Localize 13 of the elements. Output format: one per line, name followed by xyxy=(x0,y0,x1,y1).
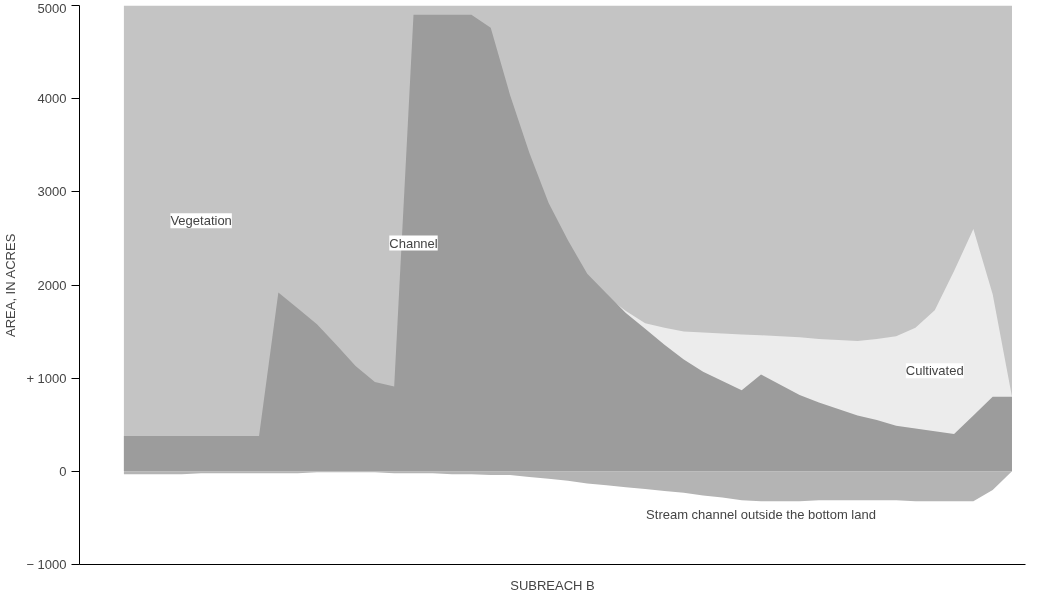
series-label: Channel xyxy=(389,235,438,251)
y-tick-label: 0 xyxy=(59,463,67,479)
y-tick-label: − 1000 xyxy=(26,557,67,572)
y-tick-label: 4000 xyxy=(37,91,67,107)
x-axis-title: SUBREACH B xyxy=(510,577,595,593)
y-tick-label: + 1000 xyxy=(26,370,67,386)
y-tick-label: 5000 xyxy=(37,0,67,16)
series-label: Cultivated xyxy=(905,363,964,379)
series-label: Stream channel outside the bottom land xyxy=(646,507,876,523)
y-tick-label: 2000 xyxy=(37,277,67,293)
y-tick-label: 3000 xyxy=(37,184,67,200)
series-label: Vegetation xyxy=(170,213,232,229)
y-axis-title: AREA, IN ACRES xyxy=(3,233,19,338)
